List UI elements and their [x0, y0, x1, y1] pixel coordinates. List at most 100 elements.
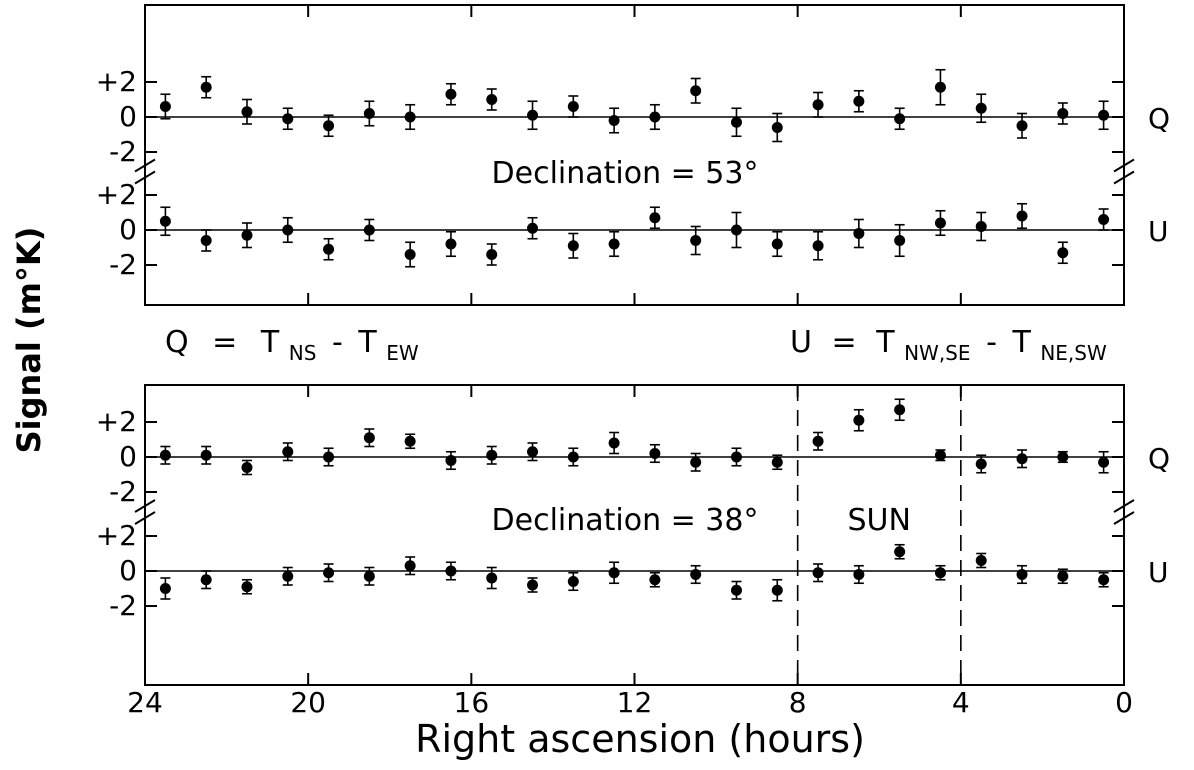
panel-1-q-point [771, 112, 783, 143]
panel-1-q-point [159, 93, 171, 120]
panel-2-q-point [1057, 450, 1069, 464]
panel-1-q-point [241, 98, 253, 125]
panel-1-axis-break-left [134, 158, 156, 185]
panel-1-q-marker [363, 108, 375, 119]
x-tick-label: 0 [1115, 686, 1133, 719]
panel-1-u-point [894, 223, 906, 258]
x-tick-label: 24 [127, 686, 163, 719]
panel-2-q-marker [690, 456, 702, 468]
panel-1-q-point [567, 95, 579, 118]
panel-1-u-ytick-label: +2 [96, 178, 137, 211]
panel-1-u-point [812, 230, 824, 261]
panel-1-q-ytick-label: +2 [96, 65, 137, 98]
panel-2-q-point [527, 442, 539, 462]
panel-2-q-ytick-label: -2 [109, 475, 137, 508]
panel-1-u-marker [649, 212, 661, 224]
panel-2-axis-break-right [1113, 499, 1135, 525]
panel-2-q-point [567, 447, 579, 467]
panel-1-u-marker [486, 249, 498, 260]
panel-1-u-marker [690, 235, 702, 246]
panel-1-q-marker [1057, 108, 1069, 119]
panel-2-u-point [159, 577, 171, 600]
panel-2-u-ytick-label: -2 [109, 589, 137, 622]
panel-2-u-point [445, 561, 457, 581]
panel-2-u-point [649, 571, 661, 588]
panel-2-q-point [608, 431, 620, 455]
panel-2-u-marker [363, 570, 375, 582]
panel-2-u-point [1016, 564, 1028, 585]
panel-1-u-marker [363, 224, 375, 236]
panel-1-u-marker [975, 221, 987, 232]
panel-2-u-marker [730, 584, 742, 596]
formula-u-s2: NE,SW [1040, 341, 1107, 365]
panel-1-q-marker [323, 120, 335, 132]
panel-1-q-point [445, 82, 457, 106]
panel-2-u-marker [975, 555, 987, 566]
panel-2-u-marker [445, 565, 457, 577]
panel-1-q-marker [527, 109, 539, 121]
panel-1-u-point [404, 241, 416, 268]
panel-1-axis-break-right [1113, 158, 1135, 185]
panel-1-q-point [1098, 100, 1110, 131]
panel-2-u-point [894, 543, 906, 560]
panel-2-q-marker [527, 446, 539, 458]
panel-1-u-point [241, 222, 253, 249]
panel-2-u-marker [608, 567, 620, 579]
panel-1-q-point [527, 100, 539, 131]
panel-1-q-point [608, 107, 620, 134]
panel-1-u-marker [323, 243, 335, 255]
formula-u-t1: T [875, 325, 895, 360]
panel-1-u-marker [1057, 247, 1069, 259]
panel-1-u-point [1057, 241, 1069, 265]
panel-1-u-point [323, 237, 335, 261]
panel-2-q-point [200, 445, 212, 465]
formula-u: U = T NW,SE - T NE,SW [790, 325, 1107, 368]
x-tick-label: 20 [290, 686, 326, 719]
panel-1-q-point [690, 77, 702, 104]
panel-1-q-point [812, 91, 824, 118]
panel-2-u-marker [853, 569, 865, 580]
formula-q: Q = T NS - T EW [165, 325, 419, 368]
panel-2-u-marker [934, 567, 946, 579]
panel-2-u-point [934, 564, 946, 581]
panel-1-declination-label: Declination = 53° [492, 156, 759, 191]
panel-2-q-point [241, 459, 253, 476]
panel-2-axis-break-left [134, 499, 156, 525]
panel-1-q-marker [853, 95, 865, 107]
panel-2-u-marker [649, 574, 661, 586]
panel-1-u-point [282, 216, 294, 244]
panel-1-q-point [894, 107, 906, 131]
panel-2-u-point [200, 570, 212, 590]
panel-2-q-point [282, 442, 294, 462]
panel-1-q-marker [812, 99, 824, 111]
panel-2-q-marker [1098, 456, 1110, 468]
formula-q-eq: = [212, 325, 237, 360]
panel-2-q-marker [200, 449, 212, 461]
panel-2-u-point [323, 563, 335, 583]
panel-2-q-marker [730, 451, 742, 463]
panel-1-u-point [200, 229, 212, 252]
panel-1-u-point [445, 230, 457, 258]
panel-2-u-marker [404, 560, 416, 572]
panel-2-q-marker [608, 437, 620, 449]
panel-2-q-marker [812, 435, 824, 447]
formula-u-t2: T [1011, 325, 1031, 360]
chart-labels: Signal (m°K) Right ascension (hours) Q =… [10, 65, 1170, 761]
data-marks [159, 68, 1110, 685]
panel-2-q-point [363, 428, 375, 448]
formula-q-minus: - [332, 325, 343, 360]
panel-2-q-point [1016, 449, 1028, 469]
panel-2-u-ytick-label: 0 [119, 554, 137, 587]
panel-2-q-marker [853, 414, 865, 426]
panel-2-q-marker [159, 449, 171, 461]
panel-2-u-point [771, 578, 783, 602]
panel-1-q-point [486, 88, 498, 111]
panel-1-q-marker [486, 94, 498, 105]
panel-1-q-marker [404, 111, 416, 123]
panel-2-u-point [282, 566, 294, 586]
panel-1-q-point [649, 103, 661, 131]
panel-2-u-marker [241, 581, 253, 593]
panel-1-q-point [323, 114, 335, 138]
x-tick-label: 4 [952, 686, 970, 719]
